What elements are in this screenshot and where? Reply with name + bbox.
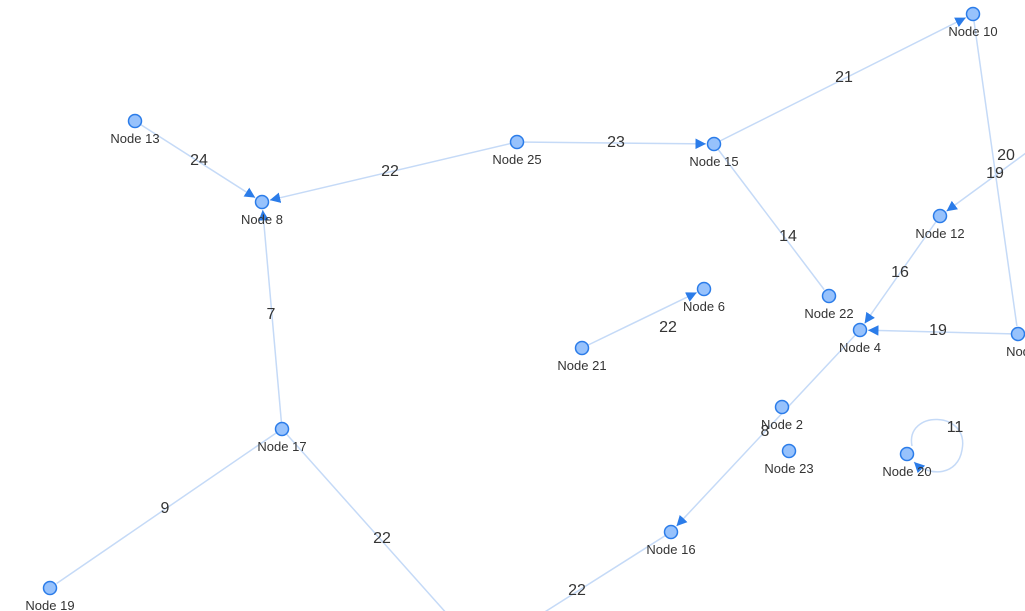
edge — [581, 291, 698, 349]
node[interactable] — [821, 288, 837, 304]
edge-label: 19 — [929, 322, 947, 339]
edge-label: 9 — [161, 500, 170, 517]
edge — [863, 215, 941, 324]
edge-label: 14 — [779, 228, 797, 245]
node-label: Node 16 — [646, 542, 695, 557]
node[interactable] — [1010, 326, 1025, 342]
node-label: Node 23 — [764, 461, 813, 476]
edge — [516, 138, 707, 150]
edge-label: 22 — [381, 163, 399, 180]
node-label: Node 10 — [948, 24, 997, 39]
node[interactable] — [965, 6, 981, 22]
edge — [972, 13, 1018, 327]
edge — [713, 16, 967, 145]
node[interactable] — [781, 443, 797, 459]
node-label: Node 6 — [683, 299, 725, 314]
node[interactable] — [696, 281, 712, 297]
edge — [675, 329, 861, 527]
node-label: Node 19 — [25, 598, 74, 611]
edge — [713, 143, 825, 291]
edge — [867, 325, 1019, 336]
edge — [544, 531, 672, 611]
node[interactable] — [932, 208, 948, 224]
edge — [134, 120, 256, 199]
edge-label: 23 — [607, 134, 625, 151]
node-label: Node 12 — [915, 226, 964, 241]
edge — [946, 152, 1025, 212]
node-label: Nod — [1006, 344, 1025, 359]
edge-label: 19 — [986, 165, 1004, 182]
nodes: Node 10 Node 13 Node 25 Node 15 Node 8 Node 1… — [25, 6, 1025, 611]
node[interactable] — [42, 580, 58, 596]
node-label: Node 17 — [257, 439, 306, 454]
edge-label: 24 — [190, 152, 208, 169]
edge-label: 8 — [761, 423, 770, 440]
edge-label: 21 — [835, 69, 853, 86]
edge-label: 22 — [373, 530, 391, 547]
node[interactable] — [774, 399, 790, 415]
node-label: Node 2 — [761, 417, 803, 432]
node[interactable] — [574, 340, 590, 356]
edge-label: 22 — [659, 319, 677, 336]
node-label: Node 4 — [839, 340, 881, 355]
edge — [281, 428, 446, 611]
node-label: Node 15 — [689, 154, 738, 169]
edge — [258, 209, 283, 430]
node-label: Node 20 — [882, 464, 931, 479]
node[interactable] — [274, 421, 290, 437]
node-label: Node 8 — [241, 212, 283, 227]
node[interactable] — [706, 136, 722, 152]
edge — [910, 418, 964, 474]
node[interactable] — [663, 524, 679, 540]
node[interactable] — [127, 113, 143, 129]
node-label: Node 13 — [110, 131, 159, 146]
edge-label: 20 — [997, 147, 1015, 164]
node-label: Node 22 — [804, 306, 853, 321]
edge — [269, 141, 518, 203]
edge-label: 7 — [267, 306, 276, 323]
edge-label: 11 — [947, 419, 964, 436]
node[interactable] — [509, 134, 525, 150]
node-label: Node 21 — [557, 358, 606, 373]
node[interactable] — [852, 322, 868, 338]
node[interactable] — [899, 446, 915, 462]
node-label: Node 25 — [492, 152, 541, 167]
node[interactable] — [254, 194, 270, 210]
edge — [56, 428, 283, 585]
edge-label: 16 — [891, 264, 909, 281]
edge-label: 22 — [568, 582, 586, 599]
